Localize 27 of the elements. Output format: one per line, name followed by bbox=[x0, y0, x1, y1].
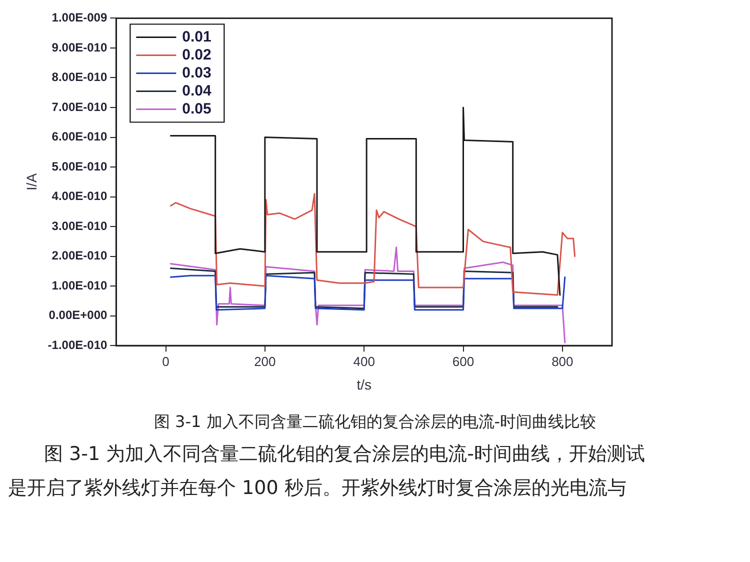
y-axis-title: I/A bbox=[23, 172, 40, 190]
y-tick-label: 9.00E-010 bbox=[52, 40, 108, 54]
legend-label: 0.01 bbox=[182, 28, 212, 46]
y-tick-label: 6.00E-010 bbox=[52, 130, 108, 144]
y-tick-label: 3.00E-010 bbox=[52, 218, 108, 233]
x-axis-title: t/s bbox=[356, 376, 372, 392]
y-tick-label: 7.00E-010 bbox=[52, 100, 108, 114]
y-tick-label: 1.00E-009 bbox=[52, 10, 108, 25]
y-tick-label: 2.00E-010 bbox=[52, 248, 108, 263]
legend-label: 0.05 bbox=[182, 100, 212, 118]
x-tick-label: 200 bbox=[254, 354, 276, 369]
x-tick-label: 800 bbox=[552, 354, 574, 369]
x-tick-label: 600 bbox=[452, 354, 474, 369]
legend-label: 0.02 bbox=[182, 46, 212, 64]
text: 是开启了紫外线灯并在每个 100 秒后。开紫外线灯时复合涂层的光电流与 bbox=[8, 476, 628, 501]
y-tick-label: 4.00E-010 bbox=[52, 189, 108, 204]
y-tick-label: 8.00E-010 bbox=[52, 70, 108, 84]
x-tick-label: 0 bbox=[162, 354, 170, 369]
caption: 图 3-1 加入不同含量二硫化钼的复合涂层的电流-时间曲线比较 bbox=[152, 412, 598, 433]
y-tick-label: 1.00E-010 bbox=[52, 278, 108, 292]
legend-label: 0.04 bbox=[182, 82, 212, 100]
legend-label: 0.03 bbox=[182, 64, 212, 82]
caption: 图 3-1 为加入不同含量二硫化钼的复合涂层的电流-时间曲线，开始测试 bbox=[43, 442, 646, 467]
x-tick-label: 400 bbox=[353, 354, 375, 369]
y-tick-label: 5.00E-010 bbox=[52, 159, 108, 174]
y-tick-label: 0.00E+000 bbox=[48, 308, 108, 322]
y-tick-label: -1.00E-010 bbox=[48, 338, 108, 352]
